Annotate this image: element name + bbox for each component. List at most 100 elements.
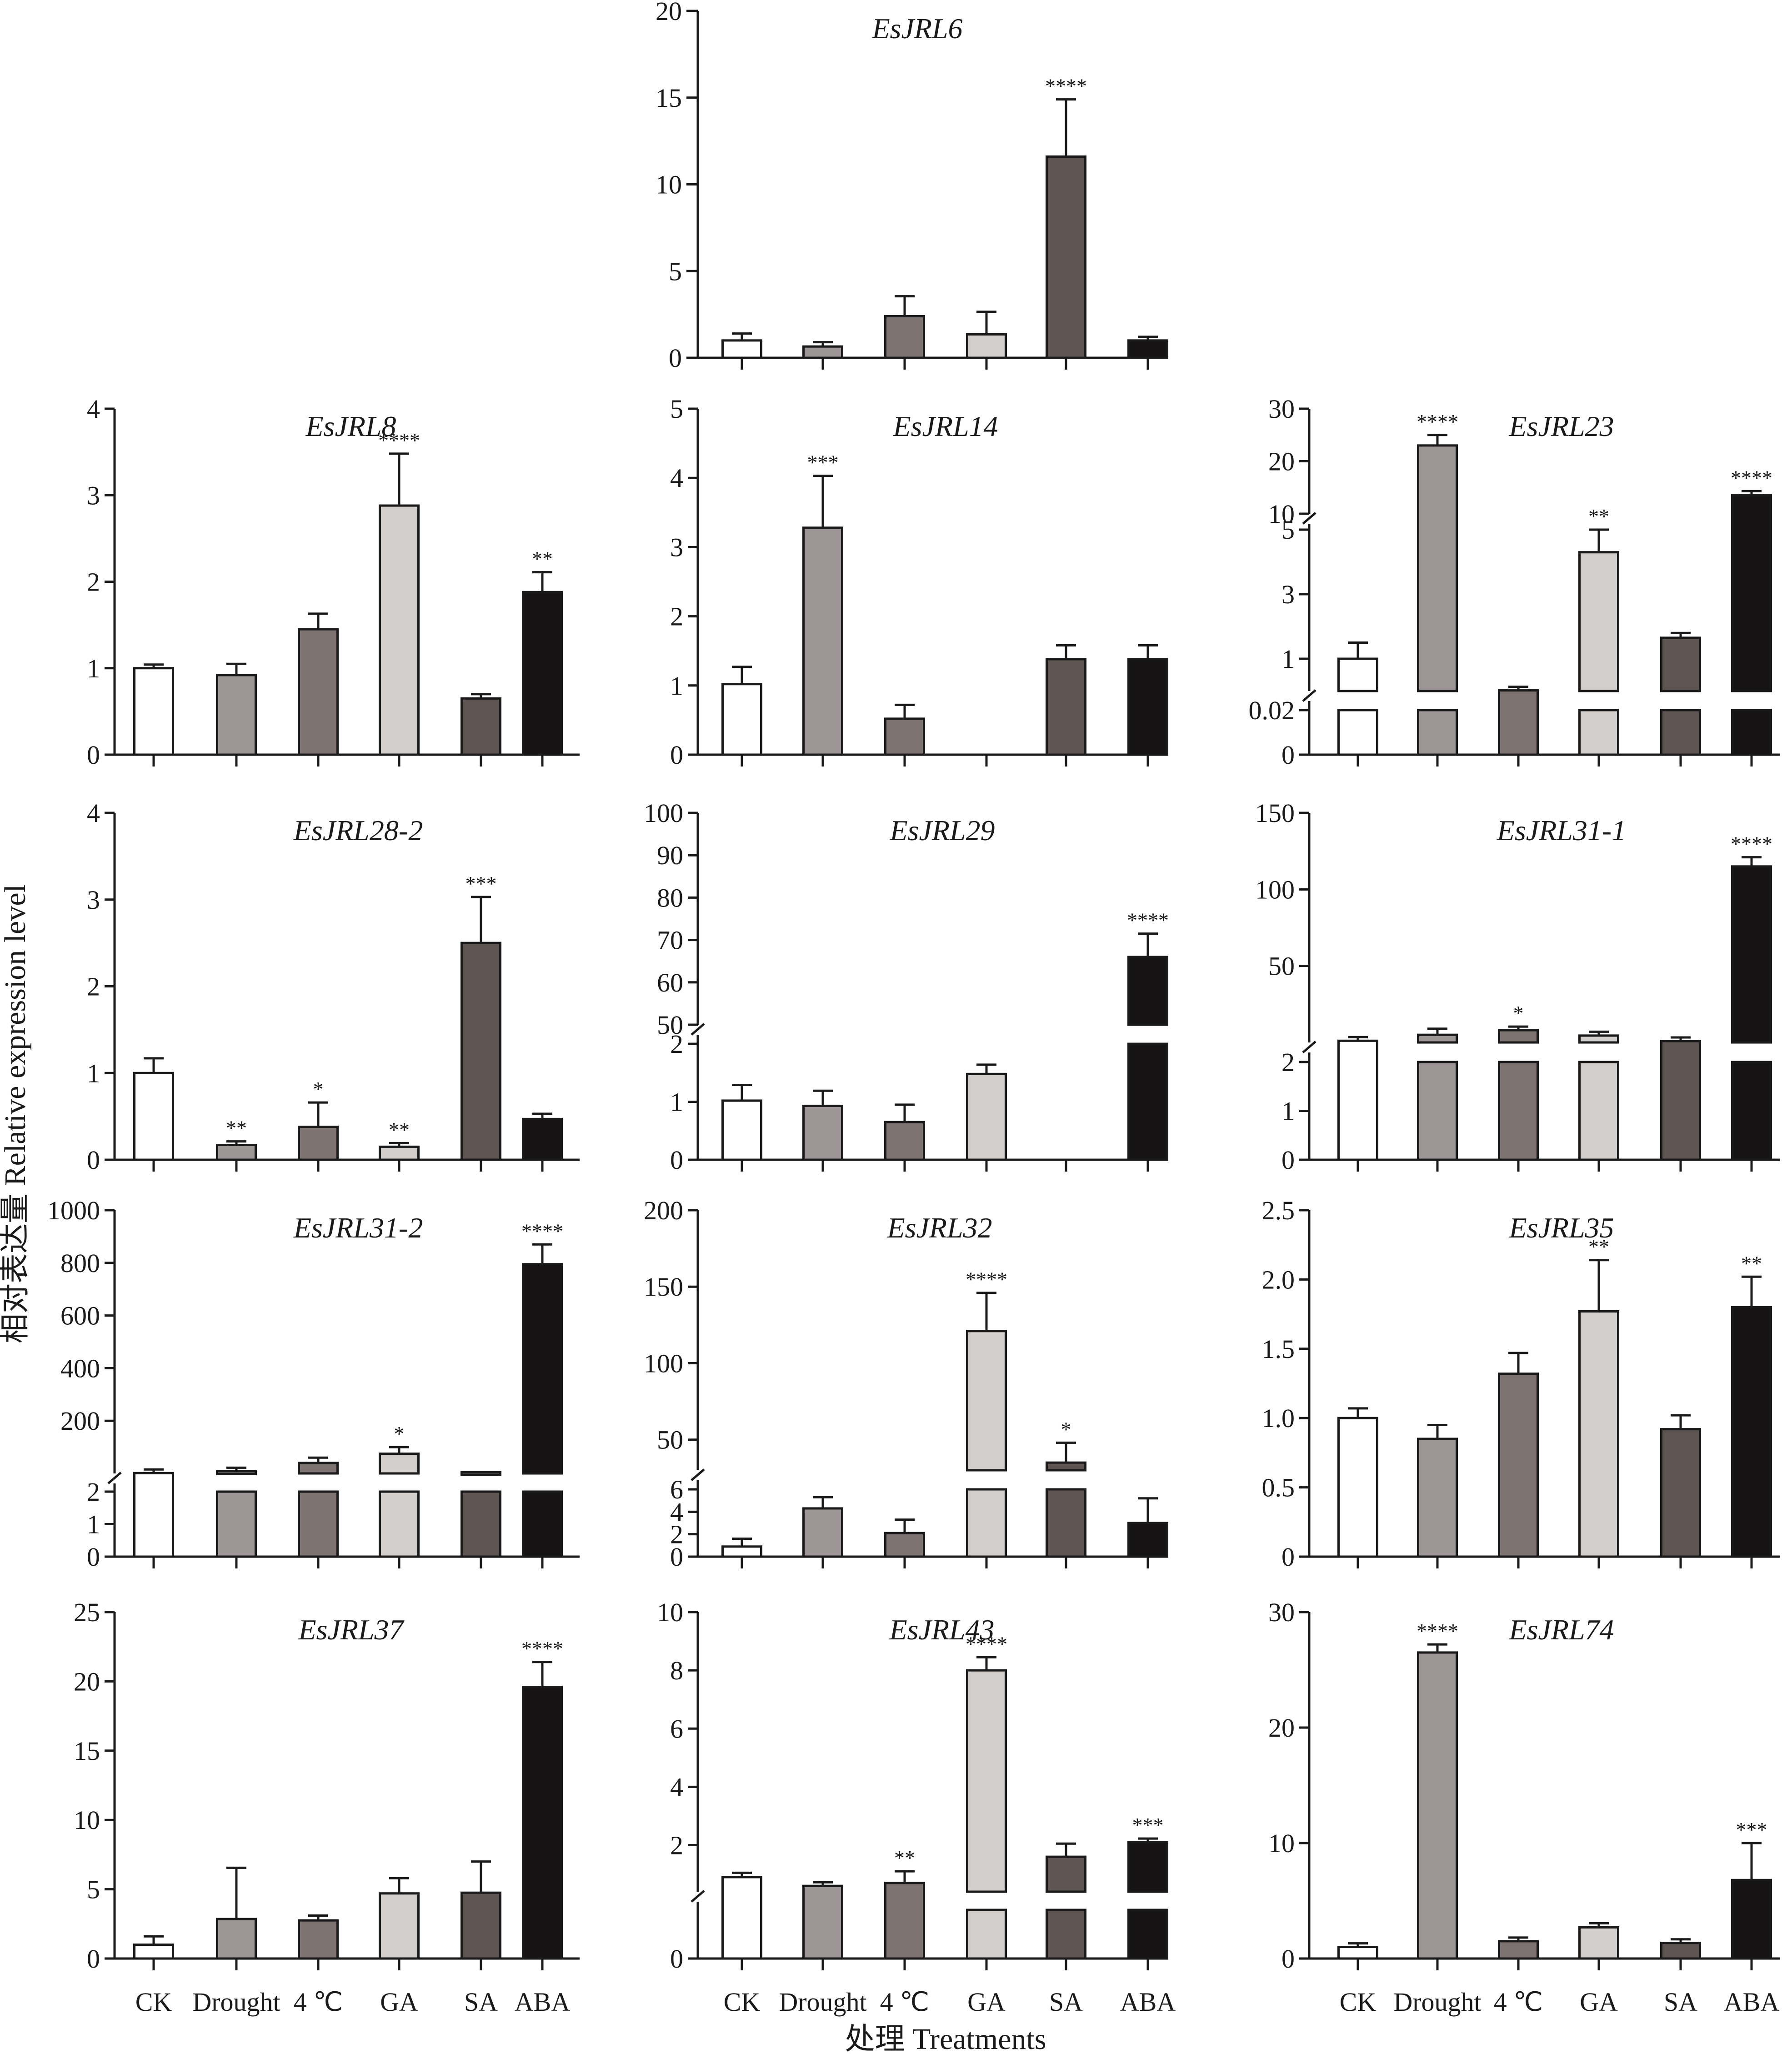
- significance-label: **: [1588, 505, 1609, 528]
- bar-aba: [1731, 1879, 1772, 1960]
- axis-break-gap: [1302, 691, 1782, 701]
- panel-title: EsJRL28-2: [293, 814, 423, 847]
- axis-break-mark: [1302, 1041, 1316, 1053]
- axis-break-mark: [691, 1468, 705, 1481]
- y-tick-label: 20: [1268, 1713, 1295, 1743]
- y-tick-label: 50: [1268, 952, 1295, 981]
- bar-ck: [133, 1944, 174, 1960]
- y-tick-label: 4: [87, 798, 100, 828]
- axis-break-mark: [1302, 689, 1316, 702]
- y-tick-label: 0: [87, 740, 100, 770]
- y-tick-label: 80: [657, 883, 683, 912]
- bar-drought: [802, 526, 843, 756]
- panel-title: EsJRL29: [889, 814, 995, 847]
- y-tick-label: 2: [1281, 1047, 1295, 1077]
- y-tick-label: 1.0: [1262, 1403, 1295, 1433]
- bar-ga: [379, 1453, 420, 1475]
- bar-drought: [1417, 1438, 1458, 1558]
- bar-drought: [802, 1884, 843, 1960]
- bar-aba: [1731, 494, 1772, 692]
- y-tick-label: 1: [670, 671, 683, 701]
- y-tick-label: 0: [87, 1542, 100, 1572]
- y-tick-label: 10: [74, 1805, 100, 1835]
- significance-label: **: [1588, 1235, 1609, 1258]
- y-tick-label: 50: [657, 1425, 683, 1455]
- bar-sa-lower: [1046, 1909, 1086, 1960]
- bar-4: [1498, 1940, 1539, 1960]
- bar-4: [884, 1532, 925, 1558]
- significance-label: ***: [1736, 1818, 1767, 1841]
- panel-title: EsJRL37: [298, 1613, 405, 1646]
- bar-sa: [461, 1471, 501, 1476]
- bar-ck: [1337, 1039, 1378, 1161]
- panel-esjrl6: 0 5 10 15 20 **** EsJRL6: [656, 0, 1168, 373]
- bar-sa: [1046, 1461, 1086, 1472]
- significance-label: **: [226, 1117, 247, 1140]
- bar-4: [298, 1462, 339, 1475]
- y-tick-label: 1: [87, 1058, 100, 1088]
- y-tick-label: 200: [60, 1406, 100, 1436]
- y-tick-label: 4: [87, 394, 100, 424]
- x-tick-label: 4 ℃: [880, 1987, 930, 2017]
- bar-drought-lower: [1417, 1061, 1458, 1161]
- bar-ck: [721, 339, 762, 359]
- bar-4: [1498, 1373, 1539, 1558]
- y-tick-label: 2: [670, 1029, 683, 1059]
- significance-label: *: [394, 1422, 405, 1445]
- bar-ga: [966, 333, 1007, 359]
- bar-sa: [461, 942, 501, 1161]
- y-tick-label: 5: [670, 394, 683, 424]
- significance-label: **: [894, 1846, 915, 1869]
- significance-label: ****: [1045, 75, 1087, 98]
- y-tick-label: 10: [657, 1598, 683, 1627]
- y-tick-label: 4: [670, 1497, 683, 1527]
- y-tick-label: 5: [1281, 515, 1295, 545]
- bar-sa: [461, 697, 501, 756]
- bar-aba: [1127, 1841, 1168, 1893]
- bar-aba-lower: [1127, 1909, 1168, 1960]
- bar-drought-lower: [216, 1490, 257, 1558]
- y-tick-label: 400: [60, 1353, 100, 1383]
- significance-label: *: [313, 1077, 324, 1101]
- y-tick-label: 0: [670, 1944, 683, 1974]
- axis-break-gap: [691, 1470, 1170, 1480]
- panel-esjrl35: 00.51.01.52.02.5****EsJRL35: [1262, 1196, 1780, 1572]
- y-tick-label: 2: [87, 567, 100, 597]
- x-tick-label: Drought: [192, 1987, 280, 2017]
- bar-aba: [1127, 658, 1168, 756]
- bar-ga-lower: [966, 1909, 1007, 1960]
- bar-aba: [1127, 956, 1168, 1026]
- bar-4: [1498, 1029, 1539, 1044]
- bar-ck: [133, 1472, 174, 1558]
- y-tick-label: 1: [1281, 1097, 1295, 1126]
- y-tick-label: 20: [74, 1667, 100, 1696]
- bar-4: [298, 628, 339, 756]
- bar-ck: [721, 1876, 762, 1960]
- axis-break-gap: [1302, 514, 1782, 524]
- significance-label: ****: [966, 1632, 1007, 1655]
- bar-aba: [1731, 865, 1772, 1044]
- significance-label: **: [1741, 1252, 1762, 1275]
- bar-sa: [1660, 1428, 1701, 1558]
- bar-ga: [966, 1330, 1007, 1472]
- x-tick-label: SA: [1664, 1987, 1697, 2017]
- bar-aba: [1127, 1522, 1168, 1558]
- x-tick-label: Drought: [779, 1987, 866, 2017]
- bar-drought: [1417, 444, 1458, 692]
- y-tick-label: 1.5: [1262, 1334, 1295, 1364]
- axis-break-mark: [691, 1023, 705, 1036]
- bar-ck: [721, 1099, 762, 1161]
- significance-label: ****: [1417, 1619, 1458, 1643]
- panel-title: EsJRL6: [871, 12, 962, 45]
- bar-ga: [1578, 1310, 1619, 1558]
- y-tick-label: 1: [87, 1510, 100, 1539]
- y-tick-label: 1000: [47, 1196, 100, 1225]
- bar-drought: [216, 1918, 257, 1960]
- axis-break-gap: [691, 1892, 1170, 1902]
- axis-break-mark: [107, 1472, 122, 1484]
- panel-esjrl29: 0 1 250 60 70 80 90 100 **** EsJRL29: [644, 798, 1170, 1175]
- y-tick-label: 150: [1255, 798, 1295, 828]
- y-tick-label: 100: [644, 1348, 683, 1378]
